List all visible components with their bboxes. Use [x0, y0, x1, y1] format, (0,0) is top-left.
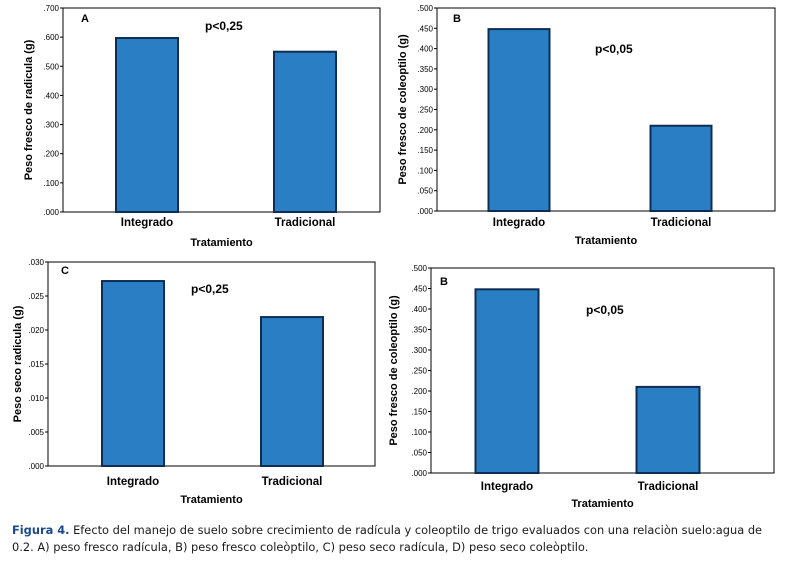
- x-category-label: Tradicional: [275, 217, 336, 229]
- y-tick-label: .300: [417, 85, 433, 94]
- chart-panel-c: .000 .005 .010 .015 .020 .025 .030 Integrado Tra…: [12, 258, 376, 506]
- x-category-label: Integrado: [121, 217, 173, 229]
- y-tick-label: .450: [411, 285, 427, 294]
- y-tick-label: .100: [411, 428, 427, 437]
- bar-integrado: [474, 288, 540, 474]
- y-tick-label: .250: [411, 367, 427, 376]
- y-tick-label: .700: [43, 4, 59, 13]
- p-value-annotation: p<0,25: [191, 282, 229, 296]
- y-tick-label: .400: [417, 45, 433, 54]
- y-tick-label: .200: [43, 150, 59, 159]
- figure-caption-label: Figura 4.: [12, 523, 70, 537]
- y-tick-label: .005: [28, 428, 44, 437]
- figure-caption: Figura 4. Efecto del manejo de suelo sob…: [12, 522, 784, 556]
- panel-letter: A: [81, 13, 89, 25]
- y-tick-label: .600: [43, 33, 59, 42]
- y-axis-title: Peso fresco de coleoptilo (g): [388, 295, 400, 446]
- bar-tradicional: [635, 385, 701, 474]
- panel-letter: B: [453, 13, 461, 25]
- y-tick-label: .000: [417, 207, 433, 216]
- y-tick-label: .015: [28, 360, 44, 369]
- p-value-annotation: p<0,25: [205, 19, 243, 33]
- y-tick-label: .050: [417, 187, 433, 196]
- y-tick-label: .150: [411, 408, 427, 417]
- bar-tradicional: [273, 50, 337, 214]
- y-tick-label: .050: [411, 449, 427, 458]
- y-tick-label: .100: [417, 166, 433, 175]
- plot-area-frame: [62, 7, 381, 213]
- y-tick-label: .200: [411, 387, 427, 396]
- y-tick-label: .350: [411, 326, 427, 335]
- x-category-label: Integrado: [481, 481, 533, 493]
- x-axis-title: Tratamiento: [571, 498, 634, 510]
- panel-letter: C: [61, 265, 69, 277]
- y-tick-label: .500: [417, 4, 433, 13]
- y-tick-label: .010: [28, 394, 44, 403]
- y-tick-label: .000: [43, 208, 59, 217]
- y-tick-label: .450: [417, 24, 433, 33]
- x-category-label: Integrado: [493, 217, 545, 229]
- y-tick-label: .250: [417, 106, 433, 115]
- x-axis-title: Tratamiento: [180, 494, 243, 506]
- y-tick-label: .030: [28, 258, 44, 267]
- x-category-label: Tradicional: [638, 481, 699, 493]
- y-tick-label: .400: [43, 91, 59, 100]
- x-axis-title: Tratamiento: [575, 235, 638, 247]
- y-tick-label: .350: [417, 65, 433, 74]
- y-tick-label: .150: [417, 146, 433, 155]
- y-tick-label: .020: [28, 326, 44, 335]
- x-category-label: Tradicional: [651, 217, 712, 229]
- y-axis-title: Peso fresco de coleoptilo (g): [397, 34, 409, 185]
- y-tick-label: .300: [411, 346, 427, 355]
- chart-panel-d: .000 .050 .100 .150 .200 .250 .300 .350 .400 .450…: [388, 264, 775, 510]
- x-axis-title: Tratamiento: [190, 237, 253, 249]
- y-tick-label: .025: [28, 292, 44, 301]
- chart-panel-a: .000 .100 .200 .300 .400 .500 .600 .700 Integrad…: [23, 4, 381, 249]
- y-tick-label: .000: [411, 469, 427, 478]
- p-value-annotation: p<0,05: [595, 42, 633, 56]
- y-tick-label: .500: [43, 62, 59, 71]
- figure-caption-text: Efecto del manejo de suelo sobre crecimi…: [12, 523, 763, 554]
- y-tick-label: .000: [28, 462, 44, 471]
- x-category-label: Integrado: [107, 476, 159, 488]
- bar-integrado: [487, 28, 551, 212]
- y-tick-label: .200: [417, 126, 433, 135]
- chart-panel-b: .000 .050 .100 .150 .200 .250 .300 .350 .400 .450…: [397, 4, 776, 247]
- bar-tradicional: [649, 124, 713, 212]
- bar-integrado: [115, 37, 179, 214]
- p-value-annotation: p<0,05: [586, 303, 624, 317]
- bar-tradicional: [260, 316, 324, 467]
- panel-letter: B: [440, 276, 448, 288]
- y-axis-title: Peso fresco de radicula (g): [23, 39, 35, 180]
- bar-integrado: [101, 280, 165, 468]
- y-tick-label: .300: [43, 121, 59, 130]
- y-tick-label: .500: [411, 264, 427, 273]
- x-category-label: Tradicional: [262, 476, 323, 488]
- y-tick-label: .100: [43, 179, 59, 188]
- y-tick-label: .400: [411, 305, 427, 314]
- y-axis-title: Peso seco radicula (g): [12, 305, 24, 422]
